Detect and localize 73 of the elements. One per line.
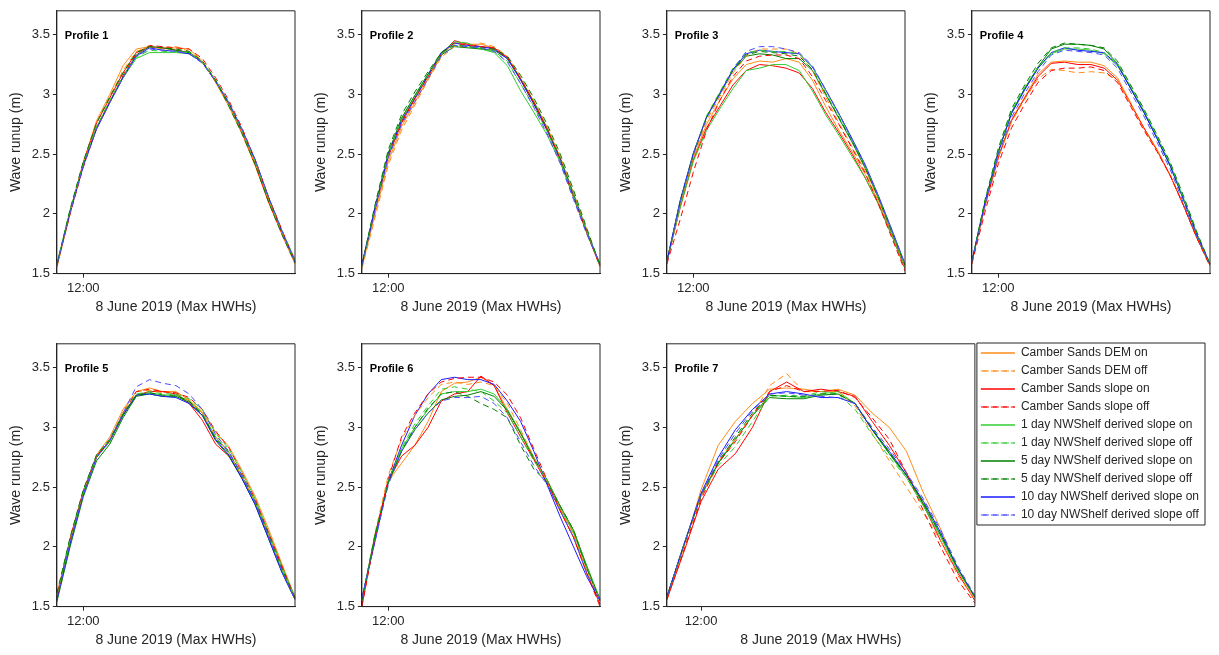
y-tick-label: 2.5	[31, 478, 50, 494]
legend-label: Camber Sands DEM off	[1020, 363, 1149, 378]
y-axis-title: Wave runup (m)	[312, 92, 329, 193]
text: Profile 3	[674, 29, 719, 42]
x-tick-label: 12:00	[67, 612, 100, 628]
legend-label: 1 day NWShelf derived slope on	[1020, 417, 1193, 432]
y-tick-label: 3	[652, 419, 660, 434]
x-axis-title: 8 June 2019 (Max HWHs)	[95, 298, 257, 315]
y-tick-label: 3.5	[641, 26, 660, 42]
y-tick-label: 1.5	[31, 265, 50, 281]
x-tick-label: 12:00	[982, 279, 1015, 295]
y-tick-label: 2.5	[336, 478, 355, 494]
y-tick-label: 2	[957, 205, 965, 221]
y-tick-label: 3	[652, 86, 660, 101]
y-tick-label: 3.5	[336, 359, 355, 375]
legend-label: Camber Sands slope off	[1020, 399, 1151, 414]
y-tick-label: 2	[42, 205, 50, 221]
y-tick-label: 1.5	[641, 265, 660, 281]
y-axis-title: Wave runup (m)	[312, 425, 329, 526]
x-tick-label: 12:00	[372, 279, 405, 295]
text: Profile 5	[64, 362, 109, 375]
legend-label: 5 day NWShelf derived slope off	[1020, 471, 1193, 486]
y-tick-label: 2.5	[946, 145, 965, 161]
y-axis-title: Wave runup (m)	[617, 92, 634, 193]
y-tick-label: 3	[957, 86, 965, 101]
y-tick-label: 3.5	[31, 26, 50, 42]
y-tick-label: 2.5	[336, 145, 355, 161]
text: Profile 1	[64, 29, 109, 42]
x-axis-title: 8 June 2019 (Max HWHs)	[740, 631, 902, 648]
y-tick-label: 2.5	[641, 145, 660, 161]
y-tick-label: 2.5	[641, 478, 660, 494]
x-tick-label: 12:00	[684, 612, 718, 628]
y-tick-label: 1.5	[946, 265, 965, 281]
legend-label: 10 day NWShelf derived slope off	[1020, 507, 1200, 522]
text: Profile 6	[369, 362, 414, 375]
x-tick-label: 12:00	[67, 279, 100, 295]
legend-label: 5 day NWShelf derived slope on	[1020, 453, 1193, 468]
legend-label: Camber Sands DEM on	[1020, 345, 1148, 360]
y-tick-label: 2	[42, 538, 50, 554]
y-tick-label: 1.5	[336, 265, 355, 281]
y-tick-label: 1.5	[31, 598, 50, 614]
y-axis-title: Wave runup (m)	[7, 425, 24, 526]
legend-label: Camber Sands slope on	[1020, 381, 1150, 396]
y-tick-label: 3	[347, 86, 355, 101]
legend-label: 1 day NWShelf derived slope off	[1020, 435, 1193, 450]
legend-label: 10 day NWShelf derived slope on	[1020, 489, 1200, 504]
x-axis-title: 8 June 2019 (Max HWHs)	[400, 631, 562, 648]
y-tick-label: 2	[347, 205, 355, 221]
y-tick-label: 3	[347, 419, 355, 434]
x-tick-label: 12:00	[372, 612, 405, 628]
y-tick-label: 3.5	[336, 26, 355, 42]
y-tick-label: 1.5	[641, 598, 660, 614]
x-tick-label: 12:00	[677, 279, 710, 295]
y-tick-label: 3	[42, 86, 50, 101]
text: Profile 2	[369, 29, 414, 42]
y-tick-label: 3.5	[946, 26, 965, 42]
y-tick-label: 2	[652, 538, 660, 554]
x-axis-title: 8 June 2019 (Max HWHs)	[705, 298, 867, 315]
x-axis-title: 8 June 2019 (Max HWHs)	[95, 631, 257, 648]
y-tick-label: 2.5	[31, 145, 50, 161]
y-tick-label: 1.5	[336, 598, 355, 614]
y-axis-title: Wave runup (m)	[617, 425, 634, 526]
y-tick-label: 2	[347, 538, 355, 554]
y-tick-label: 3	[42, 419, 50, 434]
y-tick-label: 3.5	[31, 359, 50, 375]
text: Profile 7	[674, 362, 719, 375]
y-tick-label: 2	[652, 205, 660, 221]
y-tick-label: 3.5	[641, 359, 660, 375]
y-axis-title: Wave runup (m)	[7, 92, 24, 193]
x-axis-title: 8 June 2019 (Max HWHs)	[400, 298, 562, 315]
x-axis-title: 8 June 2019 (Max HWHs)	[1010, 298, 1172, 315]
text: Profile 4	[979, 29, 1025, 42]
y-axis-title: Wave runup (m)	[922, 92, 939, 193]
